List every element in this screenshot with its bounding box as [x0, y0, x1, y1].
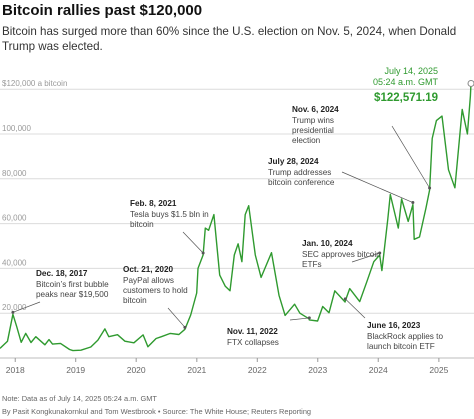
annotation-arrow: [289, 317, 310, 321]
chart-title: Bitcoin rallies past $120,000: [2, 2, 203, 19]
latest-time-label: 05:24 a.m. GMT: [373, 77, 439, 87]
y-tick-label: 40,000: [2, 258, 27, 267]
y-tick-label: $120,000 a bitcoin: [2, 79, 67, 88]
x-tick-label: 2022: [248, 365, 267, 375]
annotation-heading: Nov. 11, 2022: [227, 327, 278, 336]
x-tick-label: 2021: [187, 365, 206, 375]
annotation-arrow: [12, 301, 41, 313]
annotation-arrow: [391, 125, 430, 189]
annotation-text: bitcoin conference: [268, 178, 335, 187]
annotation-heading: Dec. 18, 2017: [36, 269, 88, 278]
annotation-text: election: [292, 136, 321, 145]
y-tick-label: 80,000: [2, 169, 27, 178]
x-tick-label: 2025: [429, 365, 448, 375]
annotation-text: Trump addresses: [268, 168, 331, 177]
price-chart: 20,000 40,000 60,000 80,000 100,000 $120,000 …: [0, 66, 474, 375]
x-tick-label: 2019: [66, 365, 85, 375]
annotation-text: Bitcoin’s first bubble: [36, 280, 109, 289]
annotation-heading: June 16, 2023: [367, 321, 421, 330]
y-tick-label: 100,000: [2, 124, 31, 133]
chart-subtitle: Bitcoin has surged more than 60% since t…: [2, 25, 457, 53]
annotation-heading: Jan. 10, 2024: [302, 239, 353, 248]
annotation-arrowhead: [411, 201, 415, 205]
annotation-arrowhead: [428, 186, 432, 190]
latest-point: [467, 79, 474, 87]
x-tick-label: 2023: [308, 365, 327, 375]
annotation-text: FTX collapses: [227, 338, 279, 347]
annotation-arrowhead: [201, 251, 205, 255]
y-tick-label: 60,000: [2, 214, 27, 223]
latest-value-label: $122,571.19: [374, 92, 438, 104]
annotation-text: customers to hold: [123, 286, 188, 295]
x-tick-label: 2020: [127, 365, 146, 375]
annotation-arrow: [341, 171, 414, 203]
annotation-arrow: [351, 252, 380, 263]
annotation-arrowhead: [307, 316, 311, 320]
annotation-arrowhead: [378, 251, 382, 255]
annotation-text: bitcoin: [123, 296, 147, 305]
annotation-text: Trump wins: [292, 116, 334, 125]
y-tick-label: 20,000: [2, 303, 27, 312]
annotation-heading: Feb. 8, 2021: [130, 199, 177, 208]
data-note: Note: Data as of July 14, 2025 05:24 a.m…: [2, 394, 157, 403]
annotation-text: PayPal allows: [123, 276, 174, 285]
annotation-heading: Nov. 6, 2024: [292, 105, 339, 114]
annotation-arrow: [182, 231, 204, 254]
price-line: [0, 83, 472, 352]
annotation-text: BlackRock applies to: [367, 332, 443, 341]
annotation-text: SEC approves bitcoin: [302, 250, 381, 259]
annotation-text: Tesla buys $1.5 bln in: [130, 210, 209, 219]
annotation-heading: July 28, 2024: [268, 157, 319, 166]
annotation-heading: Oct. 21, 2020: [123, 265, 174, 274]
annotation-text: presidential: [292, 126, 334, 135]
annotation-arrowhead: [11, 310, 15, 314]
annotation-text: bitcoin: [130, 220, 154, 229]
annotation-text: peaks near $19,500: [36, 290, 109, 299]
annotation-text: launch bitcoin ETF: [367, 342, 435, 351]
annotation-arrow: [345, 298, 366, 319]
x-tick-label: 2018: [6, 365, 25, 375]
x-tick-label: 2024: [369, 365, 388, 375]
latest-date-label: July 14, 2025: [384, 66, 438, 76]
annotation-arrowhead: [183, 325, 187, 329]
annotation-arrow: [167, 307, 186, 328]
credit-line: By Pasit Kongkunakornkul and Tom Westbro…: [2, 407, 312, 416]
annotation-arrowhead: [343, 297, 347, 301]
annotation-text: ETFs: [302, 260, 322, 269]
